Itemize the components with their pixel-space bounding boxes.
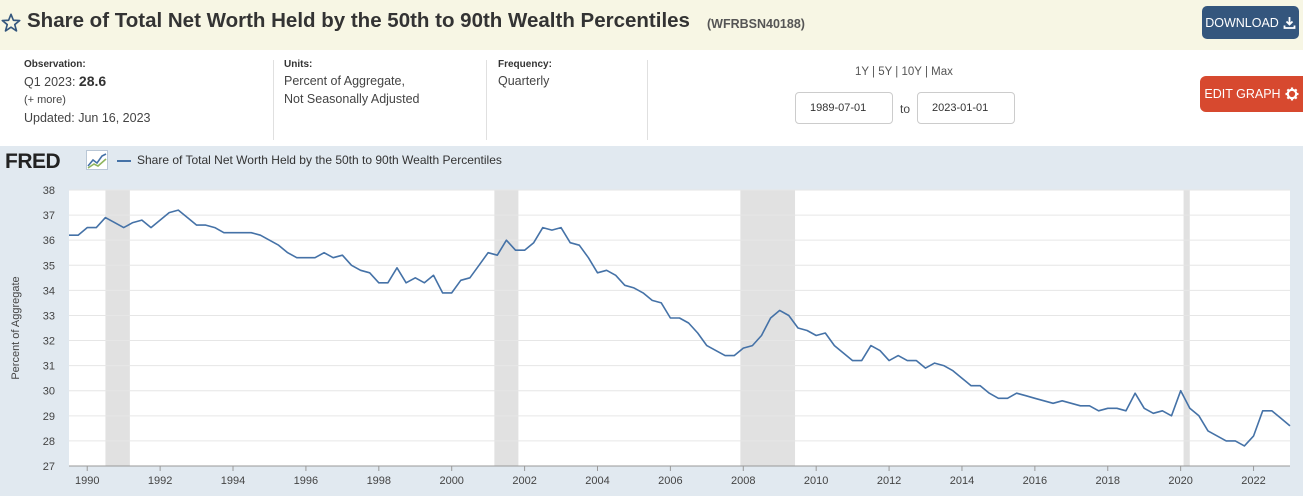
y-tick-label: 32 — [43, 336, 55, 348]
x-tick-label: 2002 — [512, 475, 536, 487]
y-tick-label: 34 — [43, 285, 55, 297]
units-line1: Percent of Aggregate, — [284, 74, 405, 88]
recession-band — [105, 190, 130, 466]
y-tick-label: 31 — [43, 361, 55, 373]
series-line — [69, 209, 1291, 447]
page-title: Share of Total Net Worth Held by the 50t… — [27, 9, 690, 32]
range-10y-button[interactable]: 10Y — [901, 66, 922, 78]
observation-value: 28.6 — [78, 73, 107, 89]
gear-icon — [1285, 87, 1299, 101]
frequency-label: Frequency: — [498, 59, 552, 70]
more-observations-link[interactable]: (+ more) — [24, 94, 66, 106]
divider — [486, 60, 487, 140]
y-tick-label: 30 — [43, 386, 55, 398]
title-bar — [0, 0, 1303, 50]
y-tick-label: 38 — [43, 185, 55, 197]
x-tick-label: 2016 — [1023, 475, 1047, 487]
series-id: (WFRBSN40188) — [707, 17, 805, 31]
observation-line: Q1 2023: 28.6 — [24, 72, 151, 91]
y-tick-label: 36 — [43, 235, 55, 247]
y-tick-label: 28 — [43, 436, 55, 448]
end-date-input[interactable]: 2023-01-01 — [917, 92, 1015, 124]
units-block: Units: Percent of Aggregate, Not Seasona… — [284, 58, 420, 108]
recession-band — [740, 190, 796, 466]
to-label: to — [900, 102, 911, 116]
observation-period: Q1 2023: — [24, 75, 76, 89]
fred-logo-chart-icon — [86, 150, 108, 170]
x-tick-label: 2018 — [1096, 475, 1120, 487]
frequency-value: Quarterly — [498, 74, 550, 88]
range-1y-button[interactable]: 1Y — [855, 66, 869, 78]
x-tick-label: 1998 — [367, 475, 391, 487]
divider — [273, 60, 274, 140]
download-icon — [1283, 17, 1296, 29]
recession-band — [494, 190, 519, 466]
y-tick-label: 35 — [43, 260, 55, 272]
y-axis-label: Percent of Aggregate — [10, 276, 22, 379]
y-tick-label: 37 — [43, 210, 55, 222]
edit-graph-button[interactable]: EDIT GRAPH — [1200, 76, 1303, 112]
range-5y-button[interactable]: 5Y — [878, 66, 893, 78]
line-chart: 27 28 29 30 31 32 33 34 35 36 37 38 1990 1992 1994 1996… — [10, 185, 1291, 487]
x-tick-label: 2020 — [1168, 475, 1192, 487]
download-button[interactable]: DOWNLOAD — [1202, 6, 1299, 39]
x-tick-label: 1992 — [148, 475, 172, 487]
recession-band — [1183, 190, 1190, 466]
observation-block: Observation: Q1 2023: 28.6 (+ more) Upda… — [24, 58, 151, 127]
legend-swatch — [117, 160, 131, 162]
y-tick-label: 29 — [43, 411, 55, 423]
units-label: Units: — [284, 59, 313, 70]
range-presets: 1Y | 5Y | 10Y | Max — [855, 66, 953, 78]
x-tick-label: 2004 — [585, 475, 609, 487]
edit-graph-label: EDIT GRAPH — [1204, 87, 1281, 101]
x-tick-label: 2000 — [439, 475, 463, 487]
x-tick-label: 1996 — [294, 475, 318, 487]
x-tick-label: 2014 — [950, 475, 974, 487]
frequency-block: Frequency: Quarterly — [498, 58, 552, 90]
y-tick-label: 27 — [43, 461, 55, 473]
legend-label: Share of Total Net Worth Held by the 50t… — [137, 153, 502, 167]
x-tick-label: 2010 — [804, 475, 828, 487]
x-tick-label: 1990 — [75, 475, 99, 487]
units-line2: Not Seasonally Adjusted — [284, 92, 420, 106]
observation-label: Observation: — [24, 59, 86, 70]
x-tick-label: 2006 — [658, 475, 682, 487]
star-icon[interactable] — [0, 12, 22, 34]
plot-area — [69, 190, 1290, 466]
fred-logo: FRED — [5, 150, 61, 173]
start-date-input[interactable]: 1989-07-01 — [795, 92, 893, 124]
x-tick-label: 2012 — [877, 475, 901, 487]
download-label: DOWNLOAD — [1205, 15, 1279, 30]
x-tick-label: 2022 — [1241, 475, 1265, 487]
x-tick-label: 2008 — [731, 475, 755, 487]
updated-date: Updated: Jun 16, 2023 — [24, 111, 151, 125]
y-tick-label: 33 — [43, 310, 55, 322]
range-max-button[interactable]: Max — [931, 66, 953, 78]
x-tick-label: 1994 — [221, 475, 245, 487]
divider — [647, 60, 648, 140]
